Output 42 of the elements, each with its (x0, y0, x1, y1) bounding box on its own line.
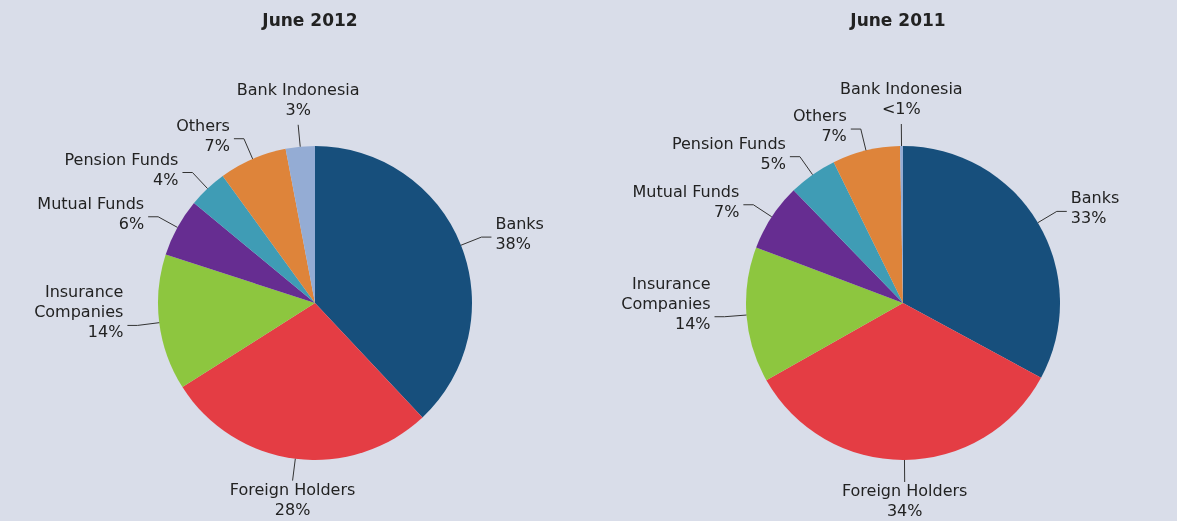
slice-label: Mutual Funds (37, 193, 145, 213)
slice-label: Others (176, 115, 230, 135)
data-label: 33% (1070, 208, 1107, 228)
slice-label: Bank Indonesia (236, 79, 360, 99)
slice-label: Banks (495, 214, 544, 234)
data-label: 28% (274, 499, 311, 519)
pie-slice (793, 162, 903, 303)
data-label: 6% (118, 213, 145, 233)
slice-label: Others (793, 106, 847, 126)
chart-title: June 2012 (260, 10, 359, 30)
pie-slice (182, 303, 423, 460)
slice-label: Banks (1070, 188, 1120, 208)
data-label: 14% (87, 322, 124, 342)
pie-slice (903, 146, 1060, 378)
pie-slice (158, 254, 315, 388)
pie-slice (315, 146, 472, 418)
slice-label: Foreign Holders (229, 479, 356, 499)
slice-label: Bank Indonesia (839, 79, 963, 99)
slice-label: Insurance Companies (621, 273, 711, 313)
data-label: 7% (821, 126, 847, 146)
data-label: 7% (204, 135, 230, 155)
data-label: 14% (674, 313, 711, 333)
pie-slice (833, 146, 903, 303)
pie-slice (285, 146, 315, 303)
data-label: 4% (153, 169, 179, 189)
pie-slice (766, 303, 1042, 460)
slice-label: Foreign Holders (841, 480, 968, 500)
slice-label: Pension Funds (671, 133, 786, 153)
data-label: 38% (495, 234, 531, 254)
chart-title: June 2011 (848, 10, 947, 30)
slice-label: Pension Funds (64, 149, 179, 169)
data-label: 34% (886, 500, 923, 520)
data-label: 5% (760, 153, 786, 173)
data-label: 7% (713, 201, 740, 221)
slice-label: Insurance Companies (34, 282, 124, 322)
pie-slice (756, 190, 903, 303)
data-label: 3% (285, 99, 311, 119)
pie-slice (746, 247, 903, 381)
pie-slice (194, 175, 315, 303)
pie-slice (165, 202, 315, 303)
data-label: <1% (881, 99, 921, 119)
slice-label: Mutual Funds (632, 181, 740, 201)
